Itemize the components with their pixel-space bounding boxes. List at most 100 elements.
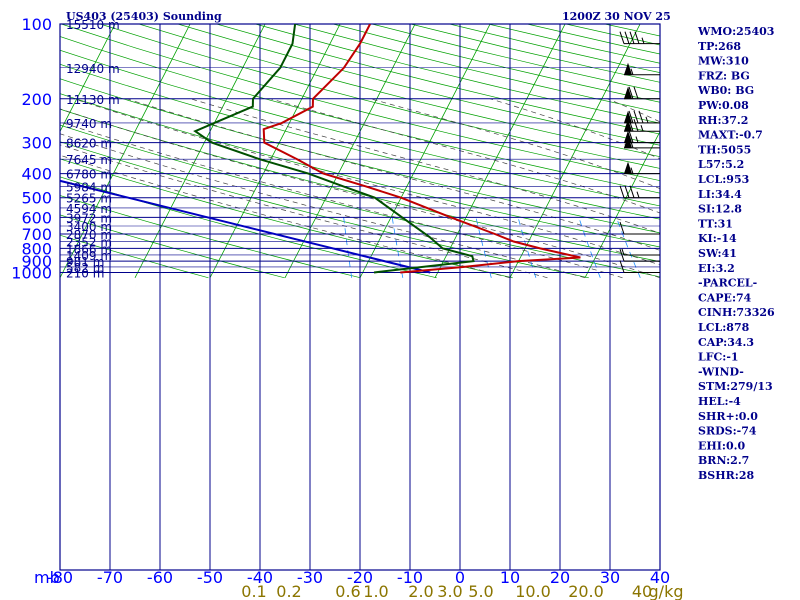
wind-barb-feather <box>629 31 635 44</box>
wind-barb <box>624 135 660 149</box>
mixing-ratio-line <box>517 217 537 278</box>
isotherm-line <box>359 24 491 278</box>
index-value: TT:31 <box>698 217 733 230</box>
mixing-ratio-label: 40 <box>632 582 652 600</box>
height-label: 15510 m <box>66 18 120 32</box>
wind-barb-feather <box>634 31 640 44</box>
isotherm-line <box>284 24 416 278</box>
temperature-tick-label: -80 <box>47 568 73 587</box>
wind-barb <box>624 62 660 76</box>
pressure-tick-label: 1000 <box>11 264 52 283</box>
height-label: 5984 m <box>66 180 112 194</box>
wind-barb <box>621 248 660 256</box>
moist-adiabat-line <box>60 154 511 279</box>
wind-barb-feather <box>633 110 639 124</box>
index-value: LI:34.4 <box>698 188 742 201</box>
dry-adiabat-line <box>60 176 437 279</box>
wind-barb-feather <box>628 86 634 99</box>
height-label: 2870 m <box>66 228 112 242</box>
wind-barb <box>619 31 660 45</box>
index-value: RH:37.2 <box>698 114 748 127</box>
temperature-tick-label: 0 <box>455 568 465 587</box>
temperature-line <box>262 24 581 274</box>
height-label: 582 m <box>66 261 104 275</box>
index-value: SW:41 <box>698 247 737 260</box>
wind-barb-half-feather <box>621 248 625 256</box>
index-value: SI:12.8 <box>698 203 742 216</box>
index-value: -WIND- <box>698 365 744 378</box>
wind-barb-feather <box>619 260 625 273</box>
index-value: TP:268 <box>698 40 741 53</box>
dry-adiabat-line <box>60 214 285 279</box>
index-value: EI:3.2 <box>698 262 735 275</box>
wind-barb-half-feather <box>640 125 644 132</box>
height-label: 8620 m <box>66 137 112 151</box>
height-label: 6780 m <box>66 168 112 182</box>
index-value: BRN:2.7 <box>698 454 749 467</box>
mixing-ratio-label: 0.1 <box>241 582 266 600</box>
wind-barb-feather <box>624 31 630 44</box>
wind-barb-flag <box>624 135 632 148</box>
pressure-tick-label: 200 <box>21 90 52 109</box>
wind-barb-feather <box>638 110 644 124</box>
mixing-ratio-label: 0.2 <box>276 582 301 600</box>
isotherm-line <box>60 24 191 278</box>
dry-adiabat-line <box>60 124 660 278</box>
pressure-tick-label: 800 <box>21 239 52 258</box>
isotherm-line <box>584 130 660 278</box>
index-value: PW:0.08 <box>698 99 749 112</box>
wind-barb <box>624 119 660 132</box>
index-value: SHR+:0.0 <box>698 410 758 423</box>
mixing-ratio-label: 5.0 <box>468 582 493 600</box>
height-label: 9740 m <box>66 117 112 131</box>
wind-barb-feather <box>629 185 635 198</box>
index-value: FRZ: BG <box>698 69 750 82</box>
temperature-tick-label: 10 <box>500 568 520 587</box>
wind-barbs <box>619 31 660 273</box>
index-value: MW:310 <box>698 55 749 68</box>
temperature-tick-label: 30 <box>600 568 620 587</box>
index-value: CINH:73326 <box>698 306 775 319</box>
temperature-tick-label: -10 <box>397 568 423 587</box>
moist-adiabat-line <box>60 108 660 279</box>
plot-frame <box>59 23 661 571</box>
pressure-tick-label: 700 <box>21 225 52 244</box>
isotherm-line <box>209 24 341 278</box>
wind-barb <box>624 86 660 100</box>
wind-barb <box>619 248 660 262</box>
wind-barb-feather <box>624 185 630 198</box>
mixing-ratio-label: 2.0 <box>408 582 433 600</box>
dry-adiabat-line <box>60 234 209 279</box>
mixing-ratio-label: 10.0 <box>515 582 551 600</box>
dry-adiabat-line <box>61 24 660 181</box>
height-label: 12940 m <box>66 62 120 76</box>
height-label: 981 m <box>66 255 104 269</box>
chart-time: 1200Z 30 NOV 25 <box>562 10 671 23</box>
wind-barb-feather <box>628 135 634 148</box>
pressure-tick-label: 400 <box>21 165 52 184</box>
dry-adiabat-line <box>60 78 660 234</box>
mixing-ratio-label: 20.0 <box>568 582 604 600</box>
adiabat-lines <box>60 24 660 279</box>
index-value: TH:5055 <box>698 143 751 156</box>
height-label: 3400 m <box>66 220 112 234</box>
wind-barb <box>619 221 660 235</box>
isotherm-line <box>434 24 566 278</box>
wind-barb-feather <box>619 31 625 44</box>
index-value: WB0: BG <box>697 84 754 97</box>
index-value: BSHR:28 <box>698 469 754 482</box>
height-label: 1866 m <box>66 242 112 256</box>
moist-adiabat-line <box>60 144 548 279</box>
moist-adiabat-line <box>190 98 660 234</box>
wind-barb-half-feather <box>645 116 649 124</box>
mixing-ratio-label: 3.0 <box>437 582 462 600</box>
dry-adiabat-line <box>60 36 660 194</box>
index-value: LFC:-1 <box>698 351 739 364</box>
profile-lines <box>60 24 581 274</box>
wind-barb <box>624 110 660 124</box>
wind-barb-half-feather <box>641 37 645 44</box>
axis-labels: US403 (25403) Sounding 1200Z 30 NOV 25 m… <box>11 10 683 600</box>
